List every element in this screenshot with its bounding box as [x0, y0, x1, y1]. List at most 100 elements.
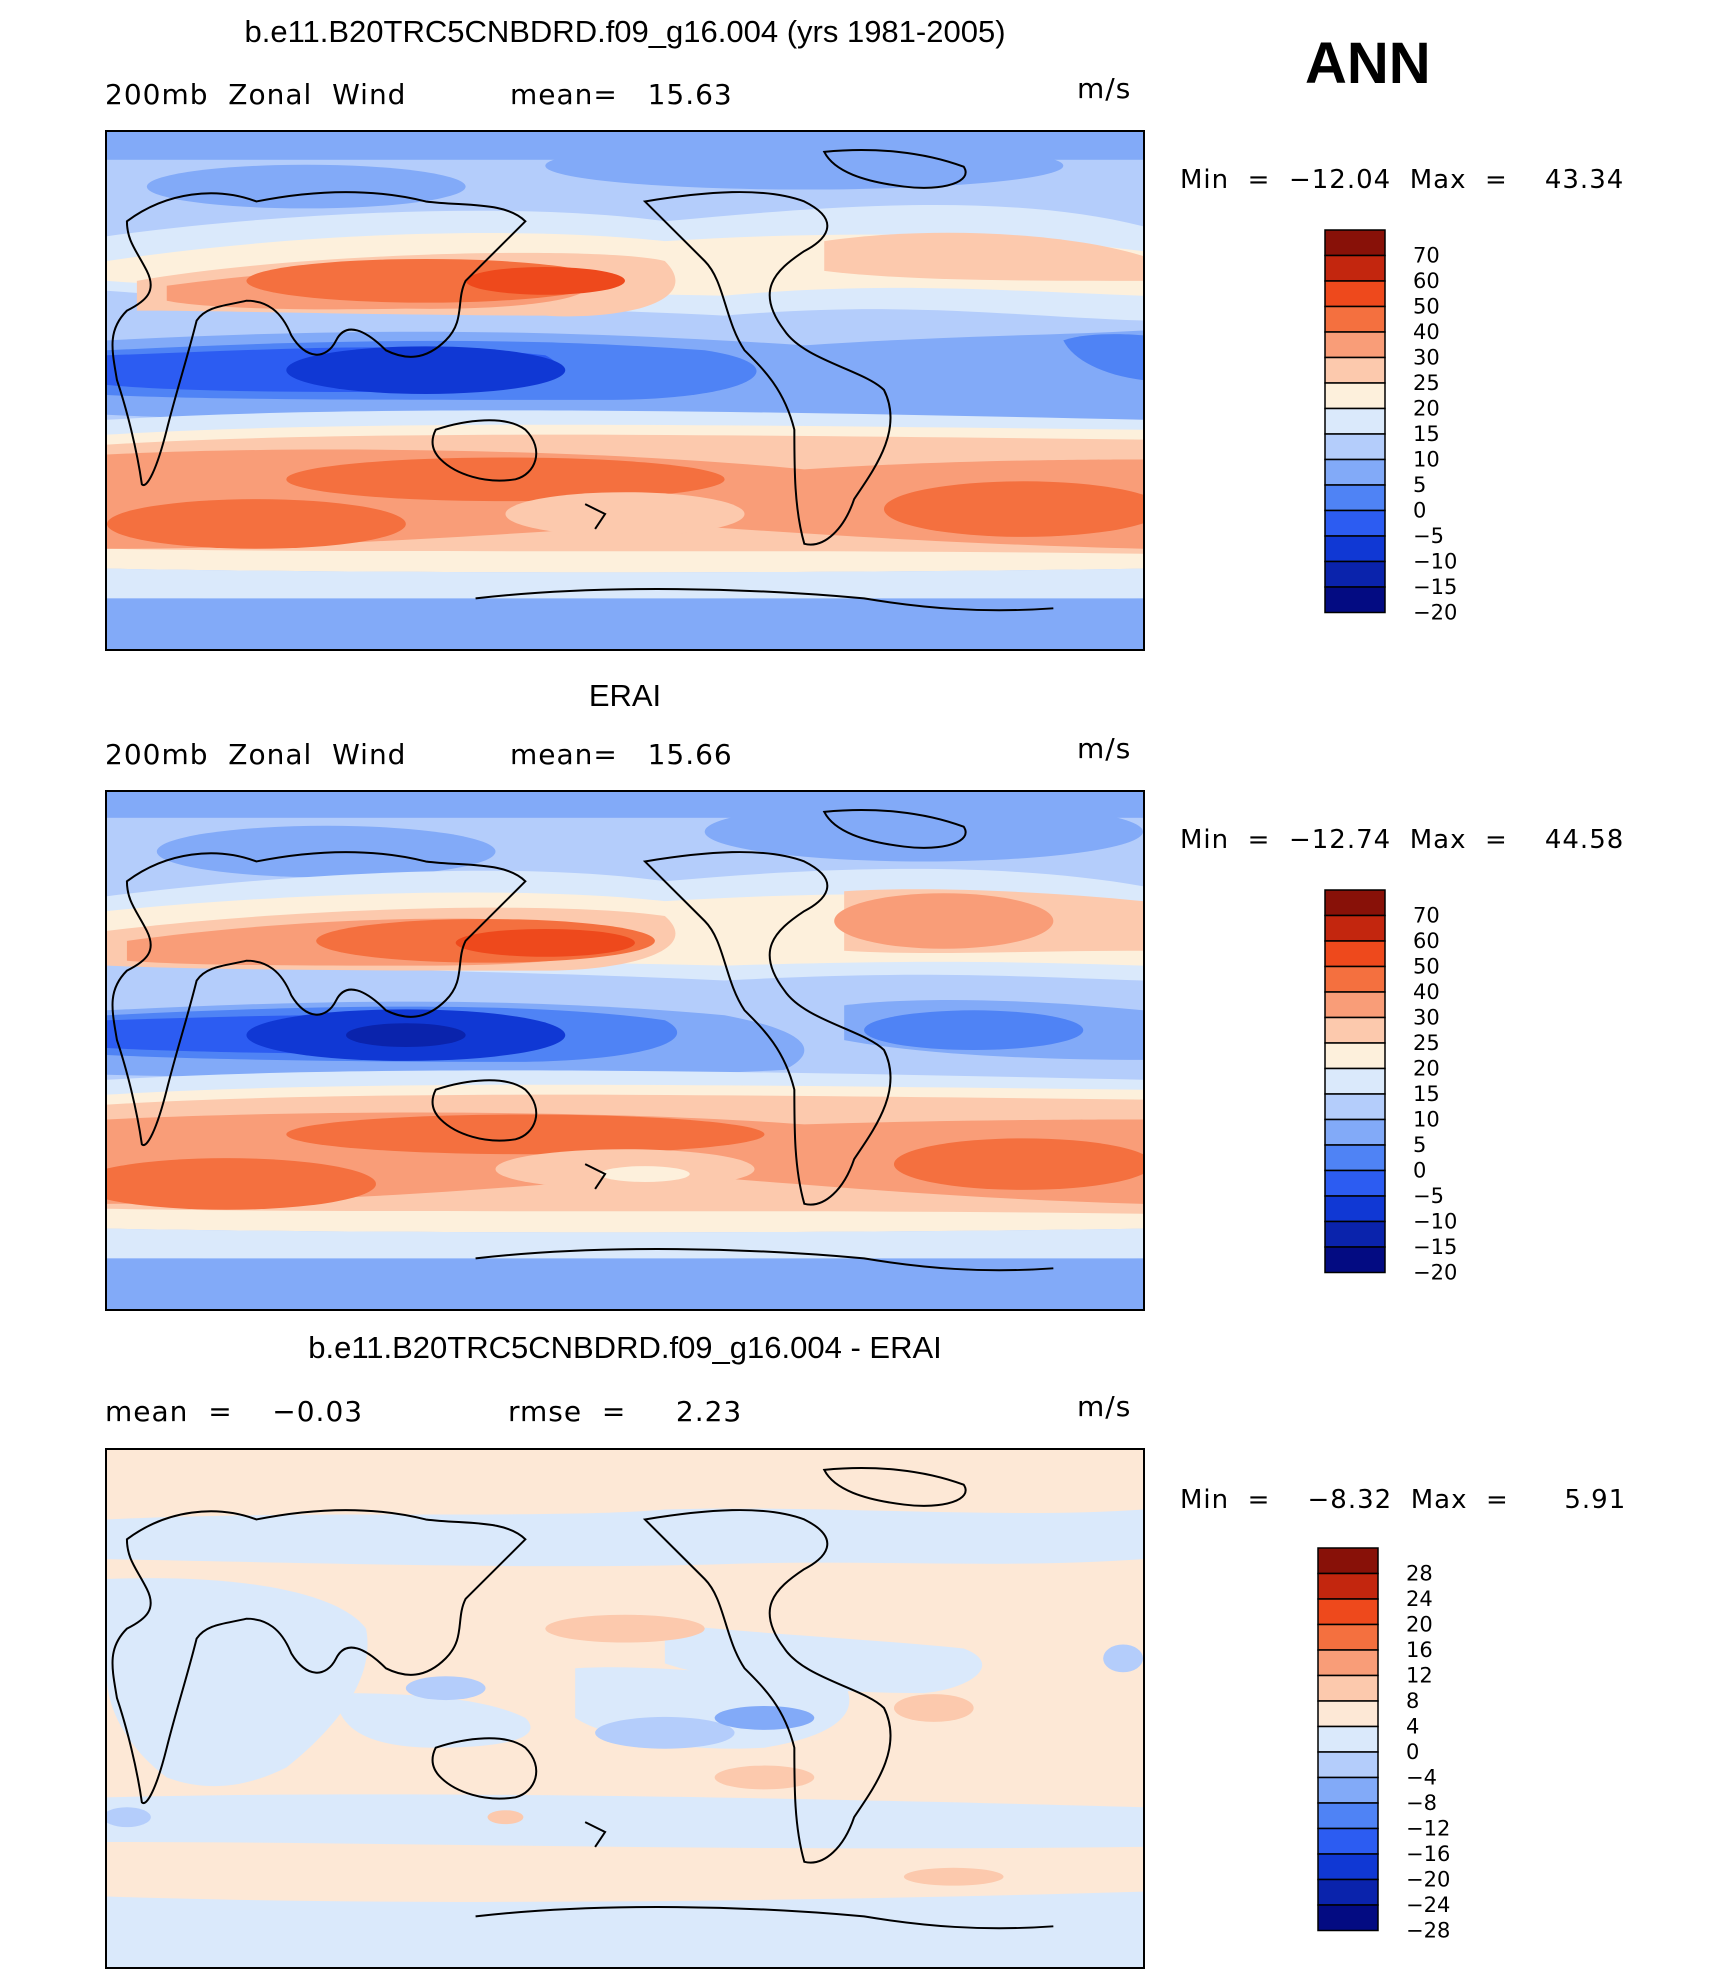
colorbar-label: 12 [1406, 1664, 1433, 1688]
colorbar-swatch [1324, 1220, 1386, 1248]
colorbar-label: 30 [1413, 1006, 1440, 1030]
colorbar-swatch [1324, 407, 1386, 435]
colorbar-label: −20 [1413, 1261, 1457, 1285]
panel-3-minmax: Min = −8.32 Max = 5.91 [1180, 1485, 1627, 1515]
colorbar-label: 60 [1413, 269, 1440, 293]
panel-2-title: ERAI [588, 678, 662, 713]
colorbar-swatch [1324, 1016, 1386, 1044]
panel-2-mean-label: mean= 15.66 [510, 738, 733, 771]
colorbar-swatch [1324, 914, 1386, 942]
colorbar-swatch [1317, 1725, 1379, 1753]
season-label: ANN [1305, 31, 1431, 96]
colorbar-label: 20 [1406, 1613, 1433, 1637]
colorbar-label: 0 [1413, 1159, 1426, 1183]
colorbar-label: 10 [1413, 1108, 1440, 1132]
colorbar-swatch [1317, 1776, 1379, 1804]
panel-3-map [105, 1448, 1145, 1969]
colorbar-swatch [1324, 1093, 1386, 1121]
colorbar-label: 60 [1413, 929, 1440, 953]
colorbar-label: 0 [1406, 1740, 1419, 1764]
panel-1-variable-label: 200mb Zonal Wind [105, 78, 407, 111]
colorbar-label: −20 [1406, 1868, 1450, 1892]
colorbar-swatch [1317, 1623, 1379, 1651]
colorbar-swatch [1324, 356, 1386, 384]
colorbar-swatch [1317, 1904, 1379, 1932]
colorbar-swatch [1324, 1118, 1386, 1146]
panel-1-map [105, 130, 1145, 651]
colorbar-swatch [1324, 535, 1386, 563]
colorbar-label: −10 [1413, 1210, 1457, 1234]
colorbar-label: 30 [1413, 346, 1440, 370]
colorbar-label: −5 [1413, 1184, 1444, 1208]
panel-2-units: m/s [1077, 732, 1132, 765]
colorbar-label: 40 [1413, 980, 1440, 1004]
colorbar-swatch [1317, 1700, 1379, 1728]
colorbar-swatch [1317, 1572, 1379, 1600]
colorbar-label: 50 [1413, 955, 1440, 979]
colorbar-swatch [1324, 1195, 1386, 1223]
colorbar-label: −15 [1413, 1235, 1457, 1259]
colorbar-swatch [1324, 560, 1386, 588]
colorbar-swatch [1324, 1169, 1386, 1197]
panel-2-variable-label: 200mb Zonal Wind [105, 738, 407, 771]
panel-1-colorbar: 70 60 50 40 30 25 20 15 10 5 0 −5 −10 −15 −20 [1324, 229, 1505, 640]
colorbar-swatch [1324, 484, 1386, 512]
colorbar-label: 10 [1413, 448, 1440, 472]
colorbar-label: 0 [1413, 499, 1426, 523]
panel-3-title: b.e11.B20TRC5CNBDRD.f09_g16.004 - ERAI [308, 1330, 942, 1365]
colorbar-swatch [1324, 458, 1386, 486]
colorbar-label: 5 [1413, 1133, 1426, 1157]
colorbar-label: 20 [1413, 1057, 1440, 1081]
colorbar-swatch [1317, 1827, 1379, 1855]
colorbar-swatch [1324, 965, 1386, 993]
panel-1-title: b.e11.B20TRC5CNBDRD.f09_g16.004 (yrs 198… [244, 14, 1006, 49]
colorbar-label: 70 [1413, 244, 1440, 268]
colorbar-swatch [1324, 1246, 1386, 1274]
panel-3-colorbar: 28 24 20 16 12 8 4 0 −4 −8 −12 −16 −20 −24 −28 [1317, 1547, 1498, 1958]
panel-3-units: m/s [1077, 1390, 1132, 1423]
colorbar-label: 16 [1406, 1638, 1433, 1662]
colorbar-label: −24 [1406, 1893, 1450, 1917]
colorbar-swatch [1324, 509, 1386, 537]
colorbar-label: 15 [1413, 422, 1440, 446]
colorbar-label: −28 [1406, 1919, 1450, 1943]
panel-3-mean-label: mean = −0.03 [105, 1395, 364, 1428]
colorbar-swatch [1317, 1878, 1379, 1906]
colorbar-swatch [1324, 305, 1386, 333]
colorbar-label: 20 [1413, 397, 1440, 421]
colorbar-label: 15 [1413, 1082, 1440, 1106]
colorbar-label: 4 [1406, 1715, 1419, 1739]
colorbar-swatch [1317, 1674, 1379, 1702]
colorbar-label: 28 [1406, 1562, 1433, 1586]
colorbar-swatch [1324, 991, 1386, 1019]
panel-2-map [105, 790, 1145, 1311]
colorbar-label: 25 [1413, 1031, 1440, 1055]
colorbar-label: −15 [1413, 575, 1457, 599]
colorbar-swatch [1317, 1751, 1379, 1779]
colorbar-label: 25 [1413, 371, 1440, 395]
colorbar-swatch [1324, 940, 1386, 968]
colorbar-label: 24 [1406, 1587, 1433, 1611]
colorbar-swatch [1324, 1144, 1386, 1172]
colorbar-swatch [1324, 280, 1386, 308]
panel-1-minmax: Min = −12.04 Max = 43.34 [1180, 165, 1625, 195]
colorbar-label: −5 [1413, 524, 1444, 548]
colorbar-swatch [1317, 1598, 1379, 1626]
colorbar-swatch [1324, 382, 1386, 410]
colorbar-label: −16 [1406, 1842, 1450, 1866]
colorbar-swatch [1317, 1802, 1379, 1830]
colorbar-swatch [1324, 229, 1386, 257]
panel-2-minmax: Min = −12.74 Max = 44.58 [1180, 825, 1625, 855]
colorbar-label: −12 [1406, 1817, 1450, 1841]
colorbar-label: −4 [1406, 1766, 1437, 1790]
colorbar-label: −10 [1413, 550, 1457, 574]
panel-3-rmse-label: rmse = 2.23 [508, 1395, 743, 1428]
colorbar-swatch [1317, 1853, 1379, 1881]
colorbar-swatch [1317, 1649, 1379, 1677]
colorbar-swatch [1324, 254, 1386, 282]
panel-1-units: m/s [1077, 72, 1132, 105]
colorbar-label: −8 [1406, 1791, 1437, 1815]
colorbar-label: 40 [1413, 320, 1440, 344]
colorbar-label: 5 [1413, 473, 1426, 497]
colorbar-swatch [1324, 1067, 1386, 1095]
